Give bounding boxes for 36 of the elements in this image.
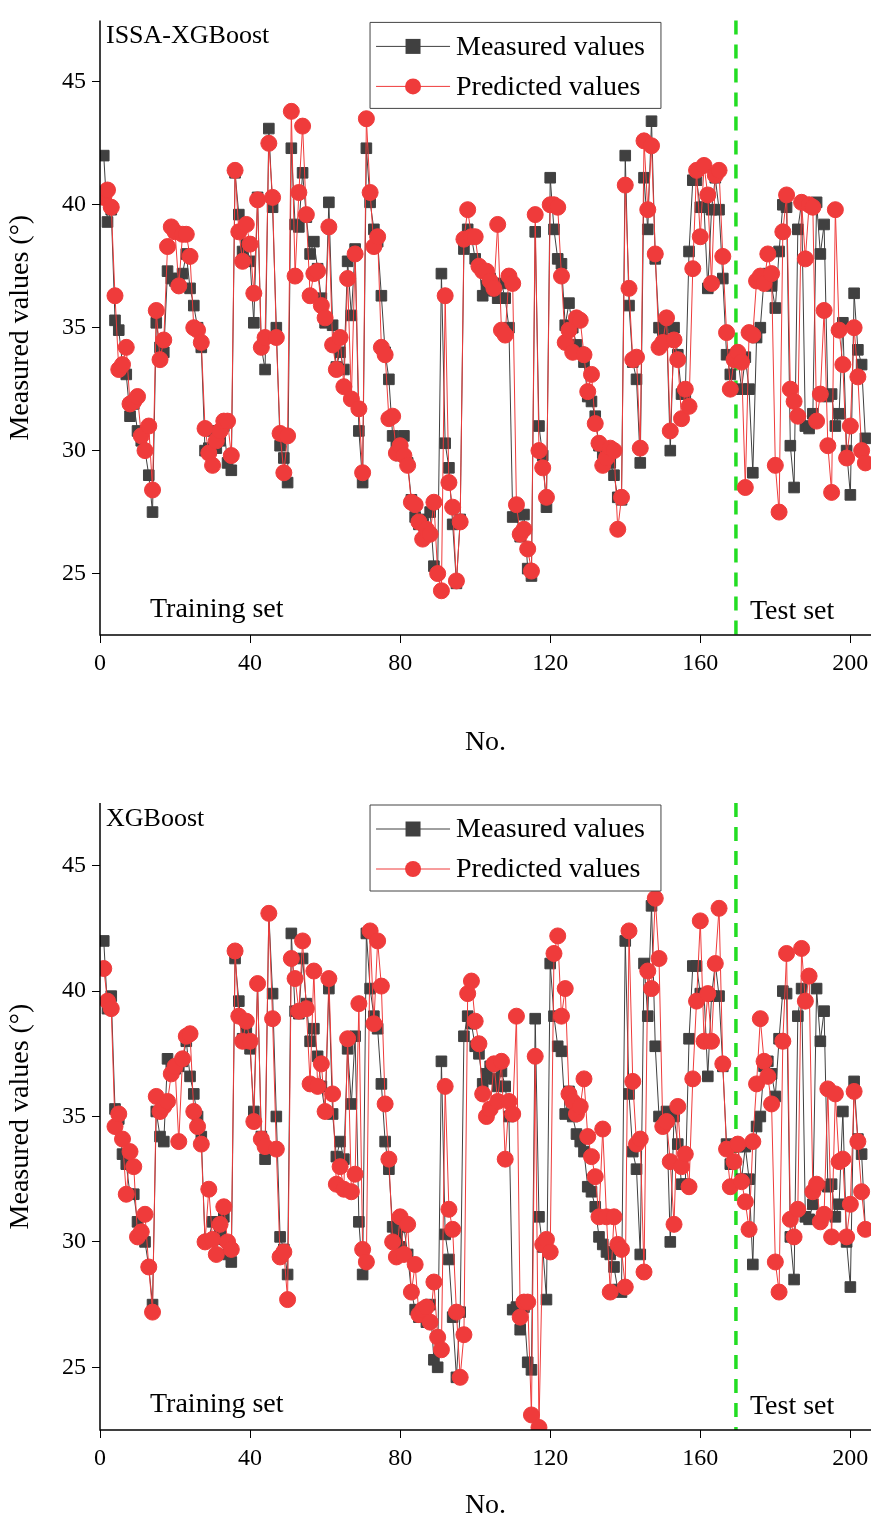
annotation: Training set <box>150 592 284 623</box>
annotation: Test set <box>749 1389 835 1420</box>
x-tick-label: 80 <box>388 648 413 675</box>
x-tick-label: 80 <box>388 1443 413 1470</box>
y-tick-label: 40 <box>62 976 86 1003</box>
y-tick-label: 45 <box>62 851 86 877</box>
annotation: Test set <box>749 594 835 625</box>
legend-label: Predicted values <box>456 69 641 101</box>
y-tick-label: 25 <box>62 558 86 585</box>
y-axis-title: Measured values (°) <box>3 1003 35 1230</box>
y-tick-label: 35 <box>62 1101 86 1128</box>
x-tick-label: 40 <box>238 648 263 675</box>
x-tick-label: 200 <box>832 648 869 675</box>
y-tick-label: 25 <box>62 1352 86 1379</box>
legend-label: Measured values <box>456 812 645 844</box>
legend-label: Predicted values <box>456 852 641 884</box>
legend-label: Measured values <box>456 29 645 61</box>
y-tick-label: 45 <box>62 67 86 94</box>
x-tick-label: 120 <box>532 1443 569 1470</box>
y-tick-label: 30 <box>62 1227 86 1254</box>
x-tick-label: 0 <box>94 1443 106 1470</box>
annotation: Training set <box>150 1387 284 1418</box>
x-tick-label: 200 <box>832 1443 869 1470</box>
x-tick-label: 160 <box>682 648 719 675</box>
y-tick-label: 30 <box>62 435 86 462</box>
x-tick-label: 120 <box>532 648 569 675</box>
y-axis-title: Measured values (°) <box>3 214 35 441</box>
y-tick-label: 35 <box>62 313 86 339</box>
x-tick-label: 0 <box>94 648 106 675</box>
y-tick-label: 40 <box>62 190 86 217</box>
chart-title: XGBoost <box>106 802 206 832</box>
x-tick-label: 40 <box>238 1443 263 1470</box>
chart-title: ISSA-XGBoost <box>106 20 271 50</box>
x-axis-title: No. <box>464 724 507 756</box>
x-tick-label: 160 <box>682 1443 719 1470</box>
x-axis-title: No. <box>464 1487 507 1519</box>
